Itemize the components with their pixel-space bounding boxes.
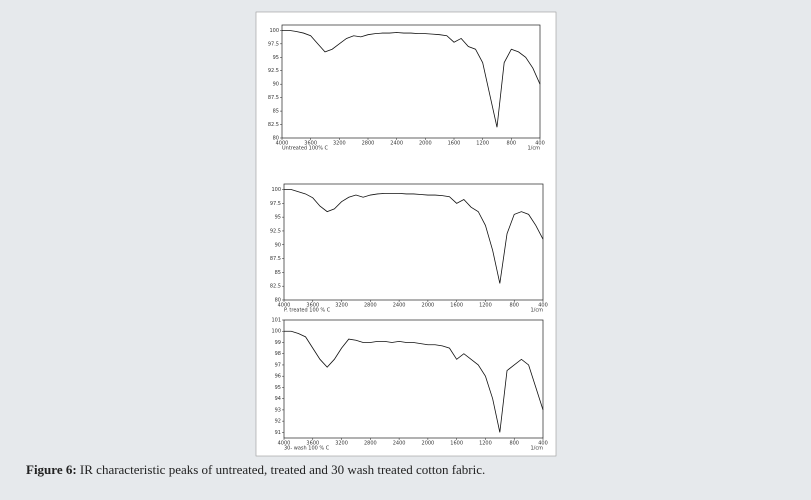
x-tick-label: 3200 [333,141,346,147]
plot-frame [283,183,544,301]
y-tick-label: 93 [275,407,281,413]
x-tick-label: 3600 [306,303,319,309]
x-tick-label: 1600 [448,141,461,147]
x-tick-label: 1200 [479,441,492,447]
y-tick-label: 85 [275,270,281,276]
y-tick-label: 97.5 [268,41,279,47]
y-tick-label: 80 [275,298,281,304]
y-tick-label: 91 [275,430,281,436]
x-tick-label: 400 [535,141,545,147]
x-axis-label: 30- wash 100 % C [284,446,330,452]
y-tick-label: 85 [273,109,279,115]
x-tick-label: 2400 [393,303,406,309]
x-tick-label: 2800 [364,441,377,447]
x-tick-label: 800 [509,303,519,309]
spectrum-line [284,189,544,284]
y-tick-label: 96 [275,374,281,380]
y-tick-label: 94 [275,396,281,402]
y-tick-label: 100 [269,28,279,34]
y-tick-label: 100 [271,329,281,335]
y-tick-label: 95 [273,55,279,61]
x-tick-label: 3600 [304,141,317,147]
x-tick-label: 800 [509,441,519,447]
plot-frame [281,24,541,139]
x-tick-label: 400 [538,441,548,447]
x-tick-label: 2800 [364,303,377,309]
plot-frame [283,319,544,439]
x-tick-label: 4000 [278,441,291,447]
y-tick-label: 97.5 [270,201,281,207]
x-tick-label: 3600 [306,441,319,447]
x-tick-label: 4000 [278,303,291,309]
x-axis-unit: 1/cm [531,446,544,452]
y-tick-label: 92.5 [270,228,281,234]
x-tick-label: 3200 [335,441,348,447]
y-tick-label: 99 [275,340,281,346]
x-tick-label: 2400 [390,141,403,147]
y-tick-label: 95 [275,385,281,391]
x-tick-label: 1200 [479,303,492,309]
x-axis-label: P. treated 100 % C [284,308,331,314]
x-tick-label: 2000 [422,441,435,447]
x-tick-label: 2800 [362,141,375,147]
caption-text: IR characteristic peaks of untreated, tr… [79,462,486,477]
y-tick-label: 98 [275,351,281,357]
x-tick-label: 1200 [476,141,489,147]
spectrum-line [284,330,544,433]
y-tick-label: 92 [275,419,281,425]
x-tick-label: 800 [507,141,517,147]
caption-label: Figure 6: [26,462,77,477]
y-tick-label: 90 [275,242,281,248]
y-tick-label: 90 [273,82,279,88]
spectrum-line [282,29,541,128]
y-tick-label: 80 [273,136,279,142]
y-tick-label: 87.5 [270,256,281,262]
x-axis-label: Untreated 100% C [282,146,329,152]
x-tick-label: 1600 [450,303,463,309]
y-tick-label: 95 [275,215,281,221]
y-tick-label: 100 [271,187,281,193]
y-tick-label: 92.5 [268,68,279,74]
x-tick-label: 1600 [450,441,463,447]
x-tick-label: 4000 [276,141,289,147]
y-tick-label: 101 [271,318,281,324]
y-tick-label: 97 [275,362,281,368]
x-tick-label: 2000 [419,141,432,147]
x-tick-label: 2400 [393,441,406,447]
x-axis-unit: 1/cm [531,308,544,314]
x-tick-label: 3200 [335,303,348,309]
figure-frame [255,11,557,457]
y-tick-label: 82.5 [268,122,279,128]
y-tick-label: 82.5 [270,284,281,290]
x-tick-label: 2000 [422,303,435,309]
caption: Figure 6: IR characteristic peaks of unt… [26,462,485,478]
x-axis-unit: 1/cm [528,146,541,152]
x-tick-label: 400 [538,303,548,309]
y-tick-label: 87.5 [268,95,279,101]
